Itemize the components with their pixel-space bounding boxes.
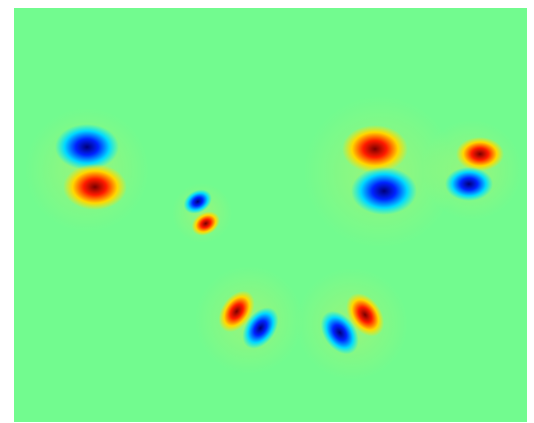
dipole-2-positive-lobe (191, 211, 220, 236)
dipole-6-negative-lobe (320, 310, 359, 355)
field-map-canvas (14, 8, 527, 422)
dipole-3-positive-lobe (342, 125, 408, 173)
dipole-5-positive-lobe (218, 290, 255, 333)
dipole-6 (296, 268, 408, 380)
dipole-5-negative-lobe (242, 307, 279, 349)
dipole-5 (195, 266, 303, 374)
dipole-1 (25, 108, 149, 232)
dipole-2 (172, 183, 232, 243)
dipole-6-positive-lobe (346, 293, 385, 337)
dipole-4-negative-lobe (445, 167, 493, 201)
dipole-1-negative-lobe (55, 124, 119, 170)
dipole-3-negative-lobe (351, 167, 417, 215)
dipole-4 (422, 120, 522, 220)
dipole-4-positive-lobe (456, 137, 504, 171)
dipole-1-positive-lobe (63, 164, 127, 210)
dipole-2-negative-lobe (183, 189, 212, 214)
dipole-3 (304, 96, 456, 248)
field-plot (14, 8, 527, 422)
